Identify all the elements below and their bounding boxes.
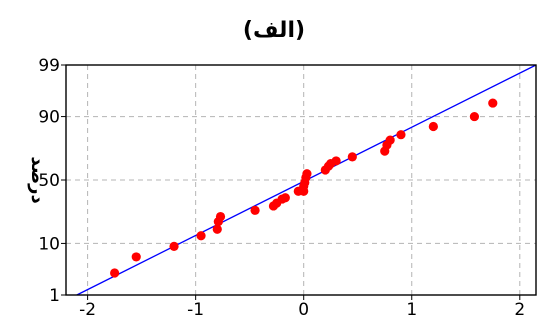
data-point [396,130,406,140]
data-point [110,268,120,278]
data-point [302,169,312,179]
x-tick-label: -2 [79,300,96,320]
chart-title: (الف) [243,18,305,43]
x-tick-label: 0 [298,300,309,320]
y-tick-label: 1 [49,286,60,306]
data-point [212,224,222,234]
y-tick-label: 50 [38,171,60,191]
data-point [385,135,395,145]
tick-labels: -2 -1 0 1 2 1 10 50 90 99 [38,56,525,320]
y-tick-label: 10 [38,234,60,254]
plot-frame [65,64,537,296]
data-point [280,193,290,203]
data-point [488,98,498,108]
x-tick-label: -1 [187,300,204,320]
x-tick-label: 1 [406,300,417,320]
x-tick-label: 2 [514,300,525,320]
data-point [428,121,438,132]
data-point [215,211,226,222]
data-point [196,231,206,241]
y-axis-label: درصد [27,156,48,203]
data-point [469,111,480,122]
y-tick-label: 90 [38,108,60,128]
data-point [250,205,260,215]
data-point [331,156,341,166]
data-point [347,152,357,162]
points-layer [110,98,498,278]
data-point [131,252,141,262]
y-tick-label: 99 [38,56,60,76]
data-point [169,241,179,251]
